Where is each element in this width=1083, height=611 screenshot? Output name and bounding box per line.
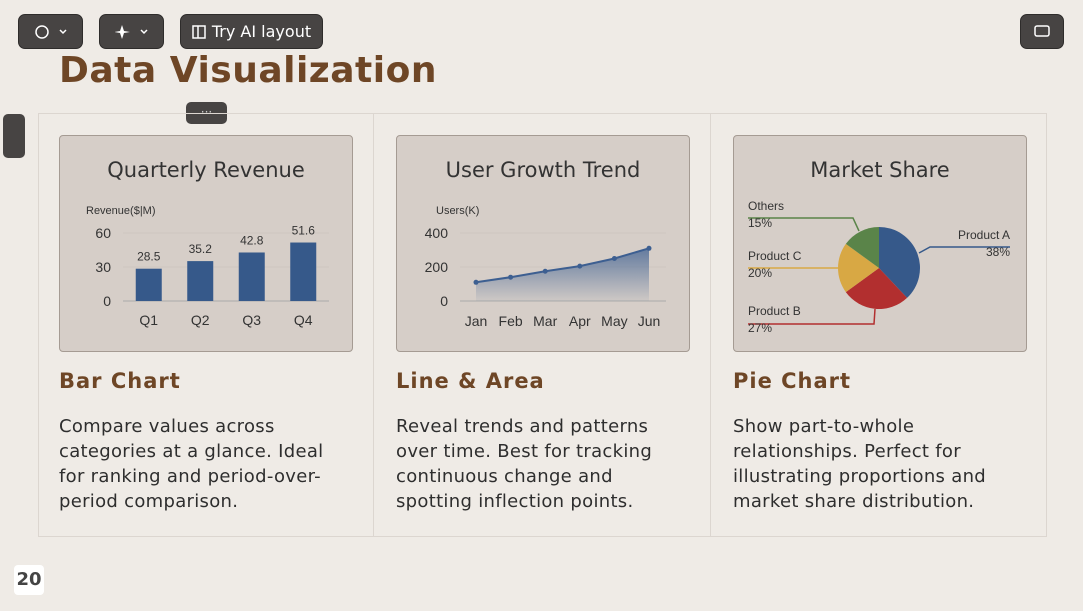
pie-slice: [845, 227, 879, 268]
point: [577, 263, 583, 269]
chart-title: User Growth Trend: [446, 158, 641, 182]
card-heading: Bar Chart: [59, 369, 181, 393]
value-label: 28.5: [137, 250, 161, 264]
x-tick-label: Apr: [569, 313, 591, 329]
y-axis-label: Users(K): [436, 205, 479, 217]
point: [508, 274, 514, 280]
slice-label: Others: [748, 199, 784, 213]
sparkle-icon: [114, 24, 148, 39]
slide-title[interactable]: Data Visualization: [59, 50, 437, 91]
point: [646, 245, 652, 251]
card-description: Show part-to-whole relationships. Perfec…: [733, 416, 987, 512]
pie-slice: [879, 227, 920, 298]
slice-percent: 38%: [986, 245, 1010, 259]
value-label: 42.8: [240, 233, 264, 247]
y-tick-label: 400: [425, 225, 449, 241]
leader-line: [748, 217, 860, 232]
comment-button[interactable]: [1020, 14, 1064, 49]
card-description: Compare values across categories at a gl…: [59, 416, 324, 512]
y-tick-label: 0: [440, 293, 448, 309]
x-tick-label: Q3: [242, 312, 261, 328]
bar: [290, 242, 317, 301]
content-frame: [38, 113, 1047, 537]
theme-icon: [34, 24, 67, 39]
comment-icon: [1034, 24, 1050, 37]
leader-line: [748, 308, 876, 325]
y-tick-label: 60: [95, 225, 111, 241]
page-number: 20: [14, 565, 44, 595]
chart-title: Market Share: [810, 158, 949, 182]
y-axis-label: Revenue($|M): [86, 205, 156, 217]
bar: [238, 252, 265, 301]
x-tick-label: Q2: [191, 312, 210, 328]
bar: [135, 268, 162, 301]
leader-line: [918, 246, 1010, 254]
layout-icon: [192, 24, 206, 39]
point: [473, 279, 479, 285]
x-tick-label: May: [601, 313, 627, 329]
x-tick-label: Q4: [294, 312, 313, 328]
card-heading: Line & Area: [396, 369, 545, 393]
value-label: 51.6: [292, 224, 316, 238]
area: [476, 248, 649, 301]
card-description: Reveal trends and patterns over time. Be…: [396, 416, 653, 512]
slice-label: Product A: [958, 228, 1010, 242]
side-handle[interactable]: [3, 114, 25, 158]
card-heading: Pie Chart: [733, 369, 852, 393]
chart-title: Quarterly Revenue: [107, 158, 305, 182]
pie-slice: [845, 268, 908, 309]
pie-slice: [838, 243, 879, 293]
y-tick-label: 200: [425, 259, 449, 275]
y-tick-label: 0: [103, 293, 111, 309]
ai-layout-label: Try AI layout: [211, 22, 312, 41]
x-tick-label: Q1: [139, 312, 158, 328]
slice-percent: 20%: [748, 266, 772, 280]
chart-card: Market Share Product A 38% Product B 27% Prod…: [733, 135, 1027, 352]
x-tick-label: Feb: [499, 313, 523, 329]
chart: Market Share Product A 38% Product B 27% Prod…: [748, 158, 1010, 335]
y-tick-label: 30: [95, 259, 111, 275]
chart-card: Quarterly Revenue Revenue($|M) 0 30 60 28.5 Q1…: [59, 135, 353, 352]
slice-label: Product C: [748, 249, 802, 263]
line: [475, 247, 650, 284]
bar: [187, 261, 214, 301]
chart: User Growth Trend Users(K) 0 200 400 Jan Feb Ma…: [425, 158, 666, 329]
slice-percent: 15%: [748, 216, 772, 230]
x-tick-label: Jun: [638, 313, 661, 329]
slice-label: Product B: [748, 304, 801, 318]
chart-card: User Growth Trend Users(K) 0 200 400 Jan Feb Ma…: [396, 135, 690, 352]
ai-layout-button[interactable]: Try AI layout: [180, 14, 323, 49]
point: [542, 268, 548, 274]
column-divider: [373, 113, 374, 537]
value-label: 35.2: [189, 242, 213, 256]
theme-button[interactable]: [18, 14, 83, 49]
slice-percent: 27%: [748, 321, 772, 335]
x-tick-label: Mar: [533, 313, 557, 329]
magic-button[interactable]: [99, 14, 164, 49]
x-tick-label: Jan: [465, 313, 488, 329]
chart: Quarterly Revenue Revenue($|M) 0 30 60 28.5 Q1…: [86, 158, 329, 328]
point: [611, 256, 617, 261]
column-divider: [710, 113, 711, 537]
